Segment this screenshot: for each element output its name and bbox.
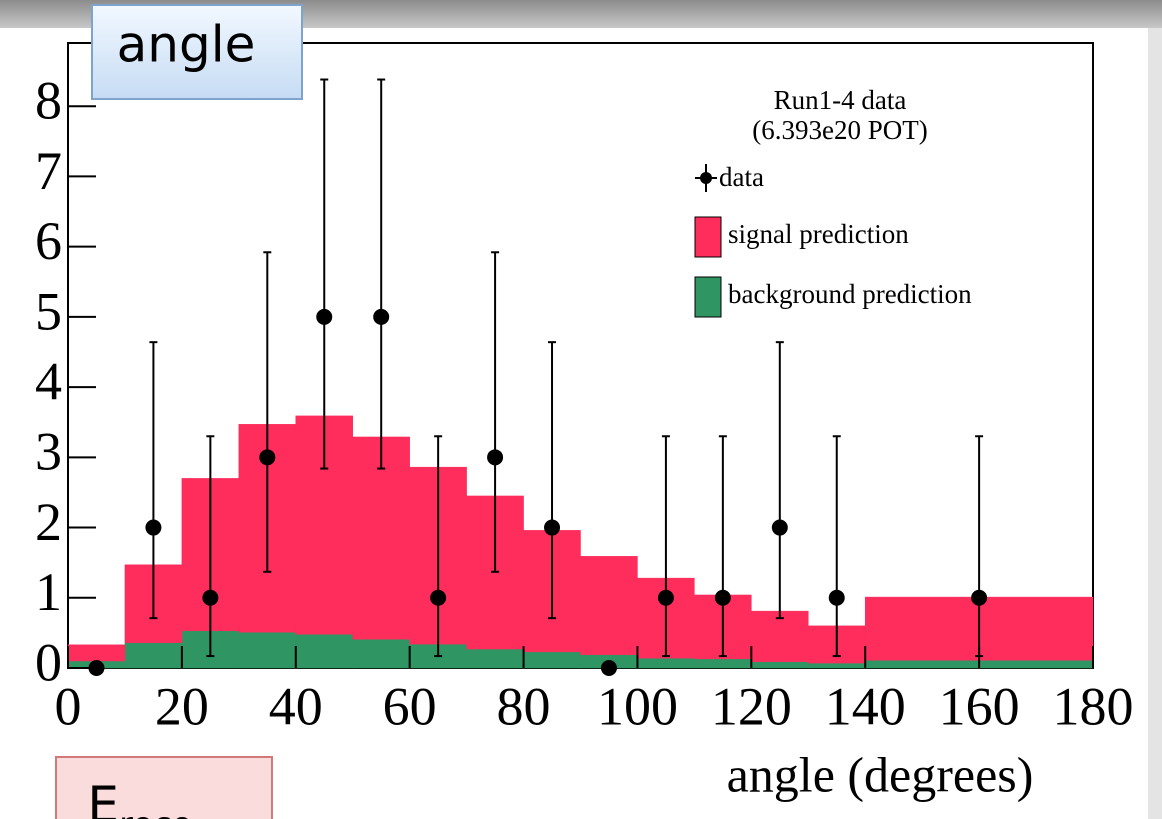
y-tick-label: 2 — [35, 492, 62, 552]
data-point — [600, 660, 617, 676]
data-point — [971, 589, 988, 606]
y-tick-label: 3 — [35, 422, 62, 482]
x-tick-label: 20 — [155, 676, 209, 736]
bar — [466, 648, 524, 669]
x-tick-label: 80 — [497, 676, 551, 736]
legend-swatch — [694, 216, 722, 258]
legend-marker — [700, 172, 712, 184]
data-point — [657, 589, 674, 606]
y-tick-label: 8 — [35, 71, 62, 131]
legend-header: (6.393e20 POT) — [752, 115, 927, 145]
x-tick-label: 160 — [939, 676, 1020, 736]
x-tick-label: 100 — [597, 676, 678, 736]
legend-label: signal prediction — [728, 219, 909, 249]
y-tick-label: 0 — [35, 632, 62, 692]
next-box-text: Ereco — [87, 776, 192, 819]
x-tick-label: 40 — [269, 676, 323, 736]
next-box — [55, 756, 273, 819]
bar — [751, 610, 809, 662]
x-tick-label: 120 — [711, 676, 792, 736]
data-point — [544, 519, 561, 536]
label-box-text: angle — [117, 16, 256, 74]
next-box-main: E — [87, 776, 119, 819]
bar — [124, 642, 183, 669]
data-point — [202, 589, 219, 606]
legend-label: data — [719, 162, 764, 192]
legend-swatch — [694, 276, 722, 318]
y-tick-label: 4 — [35, 351, 62, 411]
bar — [67, 644, 126, 662]
bar — [808, 662, 866, 669]
x-tick-label: 60 — [383, 676, 437, 736]
data-point — [373, 308, 390, 325]
next-box-sub: reco — [119, 805, 193, 819]
bar — [352, 638, 410, 669]
label-box — [91, 4, 303, 100]
bar — [751, 661, 809, 669]
data-point — [145, 519, 162, 536]
x-tick-label: 180 — [1053, 676, 1134, 736]
data-point — [828, 589, 845, 606]
data-point — [316, 308, 333, 325]
bar — [580, 556, 638, 655]
y-tick-label: 1 — [35, 562, 62, 622]
slide-edge — [1148, 28, 1162, 819]
bar — [637, 657, 695, 669]
y-tick-label: 6 — [35, 211, 62, 271]
bar — [694, 658, 752, 669]
bar — [523, 651, 581, 669]
data-point — [88, 660, 105, 676]
y-tick-label: 5 — [35, 281, 62, 341]
bar — [295, 634, 353, 669]
legend-label: background prediction — [728, 279, 972, 309]
data-point — [487, 449, 504, 466]
x-tick-label: 140 — [825, 676, 906, 736]
bar — [238, 631, 297, 669]
data-point — [714, 589, 731, 606]
data-point — [771, 519, 788, 536]
x-axis-label: angle (degrees) — [727, 746, 1034, 802]
data-point — [430, 589, 447, 606]
y-tick-label: 7 — [35, 141, 62, 201]
data-point — [259, 449, 276, 466]
legend-header: Run1-4 data — [774, 85, 907, 115]
x-tick-label: 0 — [55, 676, 82, 736]
